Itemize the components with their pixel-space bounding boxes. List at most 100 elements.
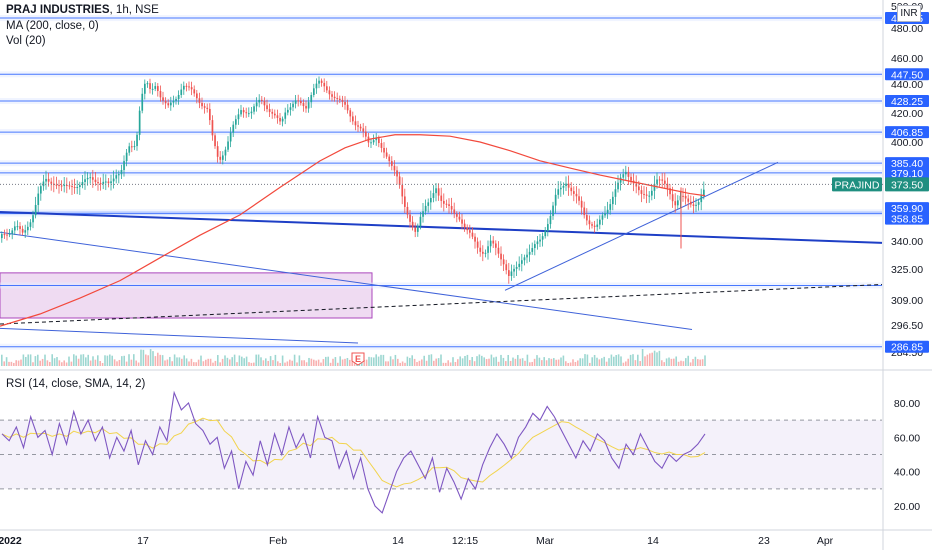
candle-body — [224, 149, 227, 156]
candle-body — [45, 178, 47, 182]
candle — [541, 232, 544, 247]
candle — [333, 91, 336, 102]
candle-body — [422, 211, 424, 217]
volume-bar — [269, 356, 272, 366]
candle — [1, 231, 3, 243]
level-price-label-bg — [885, 202, 929, 215]
rsi-line — [1, 390, 706, 514]
level-price-label-text: 406.85 — [891, 127, 923, 139]
candle — [16, 220, 19, 231]
volume-legend[interactable]: Vol (20) — [6, 35, 46, 47]
candle-body — [55, 184, 58, 186]
candle — [263, 97, 266, 112]
candle — [157, 83, 159, 97]
volume-bar — [315, 360, 317, 366]
candle-body — [294, 100, 297, 104]
candle-body — [115, 175, 118, 179]
volume-bar — [226, 357, 229, 366]
candle-body — [448, 204, 450, 207]
candle — [352, 111, 354, 125]
volume-bar — [574, 361, 577, 366]
volume-bar — [385, 361, 387, 366]
candle-body — [674, 201, 677, 206]
volume-bar — [658, 350, 661, 366]
candle — [619, 173, 622, 191]
currency-button[interactable]: INR — [897, 5, 921, 22]
candle-body — [196, 93, 198, 99]
volume-bar — [485, 359, 488, 366]
price-tick-label: 420.00 — [891, 108, 923, 120]
volume-bar — [661, 360, 663, 366]
volume-bar — [637, 354, 639, 366]
volume-bar — [99, 361, 101, 366]
volume-bar — [589, 362, 591, 366]
symbol-legend: PRAJ INDUSTRIES, 1h, NSE — [6, 4, 159, 16]
volume-bar — [123, 355, 125, 366]
candle-body — [658, 179, 661, 181]
candle-body — [151, 88, 154, 90]
volume-bar — [303, 360, 305, 366]
candle-body — [63, 184, 66, 186]
candle-body — [557, 189, 560, 195]
volume-bar — [536, 355, 538, 366]
candle-body — [344, 101, 346, 105]
volume-bar — [25, 356, 27, 366]
volume-bar — [63, 360, 65, 366]
candle-body — [8, 233, 11, 235]
candle — [37, 186, 40, 213]
candle — [435, 183, 437, 202]
volume-bar — [195, 362, 197, 366]
candle-body — [219, 156, 222, 160]
volume-bar — [193, 362, 195, 366]
candle-body — [349, 110, 352, 117]
volume-bar — [394, 354, 397, 366]
candle — [508, 262, 510, 284]
candle-body — [328, 90, 331, 95]
candle-body — [188, 86, 190, 88]
volume-bar — [601, 358, 603, 366]
candle — [224, 146, 227, 161]
candle — [549, 210, 552, 229]
candle-body — [432, 193, 435, 198]
candle — [24, 224, 27, 238]
candle — [656, 172, 658, 189]
volume-bar — [8, 361, 10, 366]
candle-body — [177, 94, 180, 100]
candle-body — [391, 161, 393, 166]
volume-bar — [267, 360, 269, 366]
candle — [593, 220, 596, 233]
volume-bar — [308, 357, 310, 366]
candle — [34, 196, 37, 219]
level-price-label-text: 447.50 — [891, 69, 923, 81]
candle-body — [102, 181, 105, 184]
level-price-label-bg — [885, 126, 929, 139]
candle-body — [687, 198, 690, 202]
candle — [339, 95, 341, 104]
candle-body — [523, 257, 526, 261]
candle-body — [437, 188, 440, 196]
candle — [154, 82, 157, 92]
candle — [203, 103, 206, 114]
candle — [466, 224, 469, 235]
volume-bar — [622, 362, 625, 366]
volume-bar — [164, 360, 166, 366]
volume-bar — [214, 360, 217, 366]
candle — [562, 182, 565, 195]
candle-body — [326, 86, 328, 91]
candle — [645, 186, 648, 204]
candle-body — [258, 99, 261, 103]
candle — [307, 96, 310, 113]
volume-bar — [668, 357, 670, 366]
time-tick-label: Apr — [817, 535, 834, 547]
volume-bar — [284, 362, 286, 366]
candle-body — [305, 106, 307, 109]
candle — [448, 198, 450, 214]
candle-body — [133, 146, 136, 148]
rsi-legend[interactable]: RSI (14, close, SMA, 14, 2) — [6, 378, 146, 390]
volume-bar — [236, 362, 238, 366]
candle-body — [619, 177, 622, 183]
candle-body — [627, 171, 630, 177]
candle-body — [617, 182, 619, 190]
ma-legend[interactable]: MA (200, close, 0) — [6, 20, 99, 32]
